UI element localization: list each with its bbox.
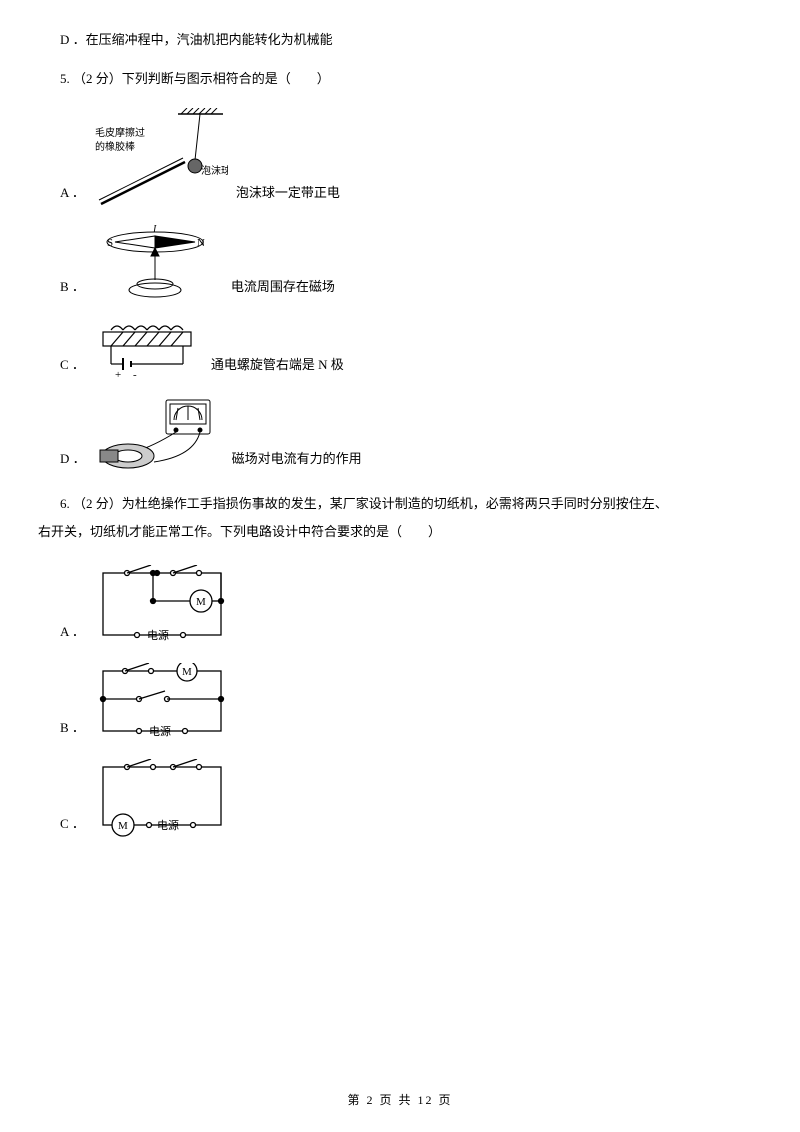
q5-b-label: B ． (60, 277, 85, 302)
q5-a-figure: 毛皮摩擦过 的橡胶棒 泡沫球 (93, 108, 228, 208)
svg-text:泡沫球: 泡沫球 (201, 164, 228, 177)
q6-option-b: B ． M 电源 (60, 663, 740, 743)
svg-text:M: M (196, 596, 206, 608)
svg-text:M: M (182, 666, 192, 678)
q5-c-label: C ． (60, 355, 85, 380)
q5-a-label: A ． (60, 183, 85, 208)
q5-option-b: B ． S N I 电流周围存在磁场 (60, 224, 740, 302)
q6-b-label: B ． (60, 718, 85, 743)
svg-text:N: N (197, 237, 205, 249)
q6-stem: 6. （2 分）为杜绝操作工手指损伤事故的发生，某厂家设计制造的切纸机，必需将两… (60, 490, 740, 547)
svg-text:I: I (152, 224, 157, 235)
svg-text:电源: 电源 (149, 724, 171, 738)
q5-c-figure: + - (93, 318, 203, 380)
svg-text:S: S (107, 237, 113, 249)
q5-option-a: A ． 毛皮摩擦过 的橡胶棒 (60, 108, 740, 208)
q5-a-text: 泡沫球一定带正电 (236, 183, 340, 208)
q5-b-text: 电流周围存在磁场 (231, 277, 335, 302)
q5-d-text: 磁场对电流有力的作用 (232, 449, 362, 474)
q5-stem: 5. （2 分）下列判断与图示相符合的是（ ） (60, 69, 740, 90)
q6-c-figure: M 电源 (93, 759, 233, 839)
q5-b-figure: S N I (93, 224, 223, 302)
svg-text:的橡胶棒: 的橡胶棒 (95, 140, 135, 153)
q5-d-figure (94, 396, 224, 474)
q5-c-text: 通电螺旋管右端是 N 极 (211, 355, 344, 380)
svg-text:+: + (115, 369, 121, 380)
q6-option-a: A ． (60, 565, 740, 647)
q5-option-c: C ． (60, 318, 740, 380)
q6-a-figure: M 电源 (93, 565, 233, 647)
svg-text:M: M (118, 820, 128, 832)
q6-option-c: C ． M 电源 (60, 759, 740, 839)
svg-text:-: - (133, 369, 137, 380)
page-footer: 第 2 页 共 12 页 (0, 1091, 800, 1108)
q6-a-label: A ． (60, 622, 85, 647)
q6-stem-line2: 右开关，切纸机才能正常工作。下列电路设计中符合要求的是（ ） (38, 518, 441, 547)
q5-d-label: D ． (60, 449, 86, 474)
q6-stem-line1: 6. （2 分）为杜绝操作工手指损伤事故的发生，某厂家设计制造的切纸机，必需将两… (60, 496, 668, 511)
q5-option-d: D ． (60, 396, 740, 474)
svg-text:毛皮摩擦过: 毛皮摩擦过 (95, 126, 145, 139)
svg-text:电源: 电源 (147, 628, 169, 642)
q4-option-d: D ．在压缩冲程中，汽油机把内能转化为机械能 (60, 30, 740, 51)
svg-text:电源: 电源 (157, 818, 179, 832)
q6-c-label: C ． (60, 814, 85, 839)
q6-b-figure: M 电源 (93, 663, 233, 743)
